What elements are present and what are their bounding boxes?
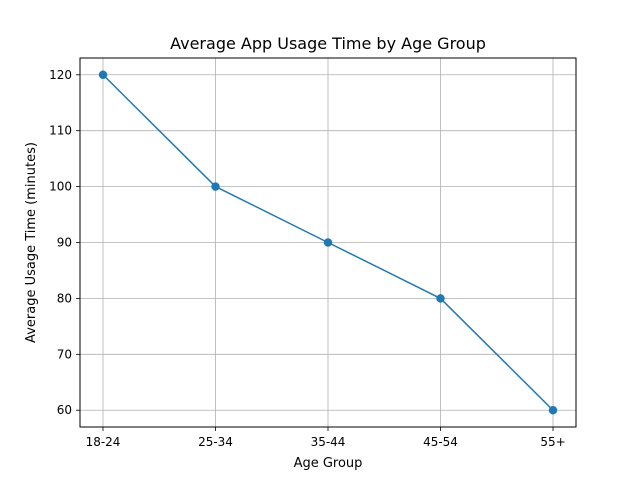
x-axis-ticks: 18-24 25-34 35-44 45-54 55+	[86, 427, 566, 449]
y-axis-ticks: 60 70 80 90 100 110 120	[49, 68, 80, 417]
x-tick-label: 55+	[540, 435, 565, 449]
data-point	[323, 238, 333, 247]
data-point	[548, 405, 558, 415]
data-point	[98, 70, 108, 80]
data-point	[211, 182, 220, 191]
y-tick-label: 110	[49, 124, 72, 138]
x-tick-label: 18-24	[86, 435, 121, 449]
series-layer	[98, 70, 558, 415]
y-axis-label: Average Usage Time (minutes)	[24, 142, 39, 343]
chart-title: Average App Usage Time by Age Group	[170, 34, 486, 53]
x-axis-label: Age Group	[294, 456, 363, 471]
x-tick-label: 35-44	[311, 435, 346, 449]
y-tick-label: 120	[49, 68, 72, 82]
x-tick-label: 45-54	[423, 435, 458, 449]
y-tick-label: 90	[57, 236, 72, 250]
y-tick-label: 80	[57, 291, 72, 305]
x-tick-label: 25-34	[198, 435, 233, 449]
data-point	[436, 294, 445, 303]
y-tick-label: 70	[57, 347, 72, 361]
y-tick-label: 100	[49, 180, 72, 194]
y-tick-label: 60	[57, 403, 72, 417]
